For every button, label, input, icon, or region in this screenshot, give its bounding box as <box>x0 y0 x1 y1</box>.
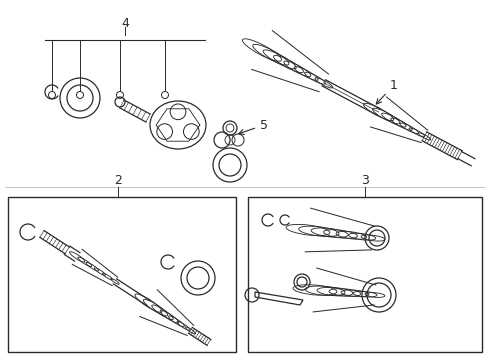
Text: 3: 3 <box>361 174 369 187</box>
Bar <box>8 197 236 352</box>
Text: 2: 2 <box>114 174 122 187</box>
Text: 1: 1 <box>376 78 398 104</box>
Text: 5: 5 <box>239 118 268 134</box>
Bar <box>248 197 482 352</box>
Text: 4: 4 <box>121 17 129 30</box>
